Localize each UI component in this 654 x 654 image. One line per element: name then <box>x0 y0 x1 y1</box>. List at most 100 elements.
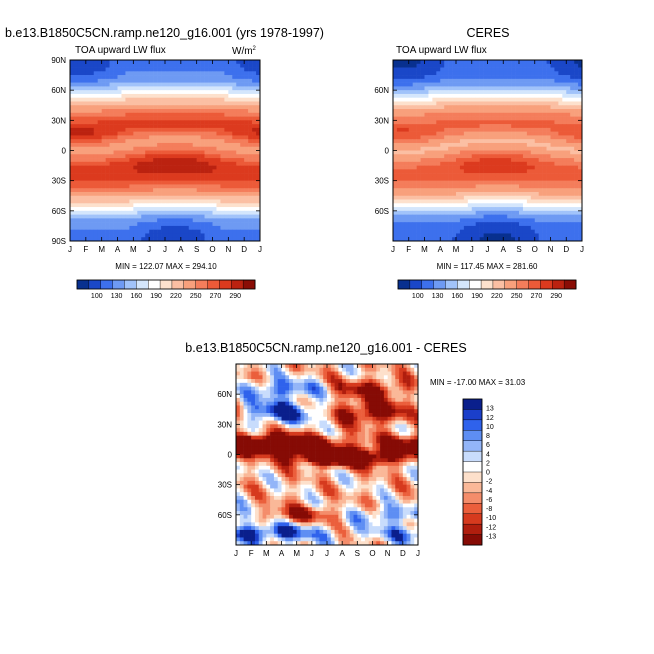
panel-ceres-cell <box>574 120 579 125</box>
panel-model-cell <box>89 233 95 238</box>
panel-ceres-cell <box>452 116 457 121</box>
panel-ceres-cell <box>412 71 417 76</box>
panel-ceres-cell <box>511 116 516 121</box>
panel-ceres-cell <box>416 218 421 223</box>
panel-ceres-cell <box>530 184 536 189</box>
panel-model-cell <box>121 90 126 95</box>
panel-model-cell <box>256 210 261 215</box>
panel-ceres-cell <box>562 139 567 144</box>
panel-ceres-cell <box>471 150 476 155</box>
panel-model-cell <box>81 82 87 87</box>
panel-ceres-cell <box>519 78 524 83</box>
panel-model-cell <box>212 75 217 80</box>
panel-model-cell <box>248 150 253 155</box>
panel-model-cell <box>244 135 249 140</box>
panel-ceres-cell <box>546 124 551 129</box>
panel-ceres-cell <box>542 93 547 99</box>
panel-diff-cell <box>327 364 332 369</box>
panel-ceres-cell <box>463 150 469 155</box>
panel-model-cell <box>216 63 221 68</box>
panel-model-cell <box>89 237 95 242</box>
panel-ceres-cell <box>471 78 476 83</box>
panel-model-cell <box>153 109 158 114</box>
panel-ceres-cell <box>562 229 567 234</box>
panel-ceres-cell <box>558 214 563 219</box>
panel-ceres-cell <box>452 188 457 193</box>
panel-ceres-cell <box>424 214 429 219</box>
panel-model-cell <box>244 127 249 132</box>
panel-ceres-cell <box>519 154 524 159</box>
panel-model-cell <box>248 176 253 181</box>
panel-model-cell <box>105 124 110 129</box>
panel-model-cell <box>236 127 241 132</box>
panel-ceres-cell <box>404 135 410 140</box>
panel-model-cell <box>105 165 110 170</box>
panel-ceres-cell <box>578 67 583 72</box>
panel-model-cell <box>113 218 118 223</box>
panel-model-cell <box>121 237 126 242</box>
panel-model-cell <box>70 105 75 110</box>
panel-model-cell <box>141 218 146 223</box>
panel-model-cell <box>97 75 102 80</box>
panel-model-cell <box>204 90 209 95</box>
panel-ceres-cell <box>428 165 433 170</box>
panel-model-cell <box>121 67 126 72</box>
panel-ceres-cell <box>396 124 402 129</box>
panel-model-cell <box>109 142 114 148</box>
panel-ceres-cell <box>495 207 500 212</box>
panel-model-cell <box>228 180 233 185</box>
panel-ceres-cell <box>420 105 425 110</box>
panel-model-cell <box>77 135 83 140</box>
panel-ceres-cell <box>440 71 445 76</box>
panel-model-cell <box>117 105 122 110</box>
panel-model-cell <box>77 207 83 212</box>
panel-ceres-cell <box>471 105 476 110</box>
panel-model-cell <box>157 146 162 151</box>
panel-model-cell <box>204 237 209 242</box>
panel-ceres-cell <box>578 101 583 106</box>
panel-ceres-cell <box>452 184 457 189</box>
panel-model-cell <box>172 135 178 140</box>
panel-model-cell <box>157 120 162 125</box>
panel-model-cell <box>236 146 241 151</box>
panel-model-cell <box>208 82 213 87</box>
panel-ceres-cell <box>507 101 512 106</box>
panel-model-cell <box>129 71 134 76</box>
panel-diff-cell <box>330 367 335 372</box>
panel-ceres-cell <box>452 199 457 204</box>
panel-model-cell <box>184 188 190 193</box>
panel-ceres-cell <box>566 199 571 204</box>
panel-model-cell <box>125 222 130 227</box>
panel-ceres-cell <box>558 169 563 174</box>
panel-model-cell <box>81 161 87 166</box>
panel-model-cell <box>145 105 150 110</box>
panel-model-cell <box>121 180 126 185</box>
panel-ceres-cell <box>530 82 536 87</box>
panel-ceres-cell <box>459 233 465 238</box>
panel-model-cell <box>105 71 110 76</box>
panel-model-cell <box>113 105 118 110</box>
panel-ceres-cell <box>483 176 488 181</box>
panel-ceres-cell <box>471 109 476 114</box>
panel-ceres-cell <box>499 203 504 208</box>
panel-ceres-cell <box>491 60 496 65</box>
panel-ceres-cell <box>404 124 410 129</box>
panel-model-cell <box>157 97 162 102</box>
panel-model-colorbar-swatch <box>124 279 137 290</box>
panel-ceres-cell <box>416 116 421 121</box>
panel-model-cell <box>73 158 79 163</box>
panel-model-cell <box>93 116 99 121</box>
panel-model-cell <box>184 176 190 181</box>
panel-model-cell <box>97 135 102 140</box>
panel-ceres-cell <box>416 71 421 76</box>
panel-ceres-cell <box>499 184 504 189</box>
panel-diff-cell <box>270 364 275 369</box>
panel-diff-cell <box>247 379 252 384</box>
panel-model-cell <box>113 90 118 95</box>
panel-ceres-cell <box>471 131 476 136</box>
panel-ceres-cell <box>440 63 445 68</box>
panel-model-cell <box>240 154 245 159</box>
panel-model-cell <box>196 169 201 174</box>
panel-ceres-cell <box>459 116 465 121</box>
panel-model-cell <box>176 124 182 129</box>
